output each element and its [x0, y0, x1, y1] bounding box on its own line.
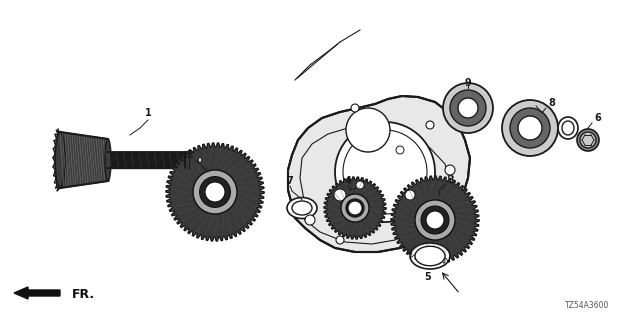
Circle shape — [356, 181, 364, 189]
Circle shape — [335, 122, 435, 222]
Text: 6: 6 — [594, 113, 601, 123]
Circle shape — [415, 200, 455, 240]
Text: 9: 9 — [465, 78, 472, 88]
Circle shape — [421, 206, 449, 234]
Polygon shape — [391, 176, 479, 264]
Circle shape — [450, 90, 486, 126]
Circle shape — [423, 213, 433, 223]
Polygon shape — [324, 177, 386, 239]
Circle shape — [426, 211, 444, 229]
Ellipse shape — [198, 152, 202, 168]
Ellipse shape — [410, 243, 450, 269]
Text: 4: 4 — [344, 176, 351, 186]
Circle shape — [502, 100, 558, 156]
Text: 2: 2 — [186, 150, 193, 160]
Circle shape — [348, 201, 362, 215]
Circle shape — [426, 121, 434, 129]
Ellipse shape — [558, 117, 578, 139]
Circle shape — [518, 116, 542, 140]
Circle shape — [193, 170, 237, 214]
Ellipse shape — [562, 121, 574, 135]
Circle shape — [580, 132, 596, 148]
Ellipse shape — [287, 197, 317, 219]
Text: 7: 7 — [287, 176, 293, 186]
Text: 8: 8 — [548, 98, 555, 108]
Text: 1: 1 — [145, 108, 152, 118]
Circle shape — [346, 199, 364, 217]
Circle shape — [346, 108, 390, 152]
Circle shape — [343, 130, 427, 214]
Ellipse shape — [415, 246, 445, 266]
Text: FR.: FR. — [72, 289, 95, 301]
Circle shape — [445, 165, 455, 175]
Circle shape — [351, 104, 359, 112]
Circle shape — [336, 236, 344, 244]
Polygon shape — [60, 132, 108, 188]
Text: 3: 3 — [447, 175, 454, 185]
FancyArrow shape — [14, 287, 60, 299]
Text: TZ54A3600: TZ54A3600 — [565, 301, 609, 310]
Circle shape — [341, 194, 369, 222]
Ellipse shape — [105, 139, 111, 181]
Polygon shape — [288, 96, 470, 252]
Circle shape — [205, 182, 225, 202]
Ellipse shape — [292, 201, 312, 215]
Circle shape — [200, 177, 230, 207]
Circle shape — [405, 190, 415, 200]
Ellipse shape — [55, 132, 65, 188]
Circle shape — [443, 83, 493, 133]
Ellipse shape — [198, 158, 202, 163]
Circle shape — [396, 146, 404, 154]
Circle shape — [510, 108, 550, 148]
Text: 5: 5 — [424, 272, 431, 282]
Circle shape — [577, 129, 599, 151]
Circle shape — [305, 215, 315, 225]
Polygon shape — [166, 143, 264, 241]
Circle shape — [458, 98, 478, 118]
Circle shape — [334, 189, 346, 201]
